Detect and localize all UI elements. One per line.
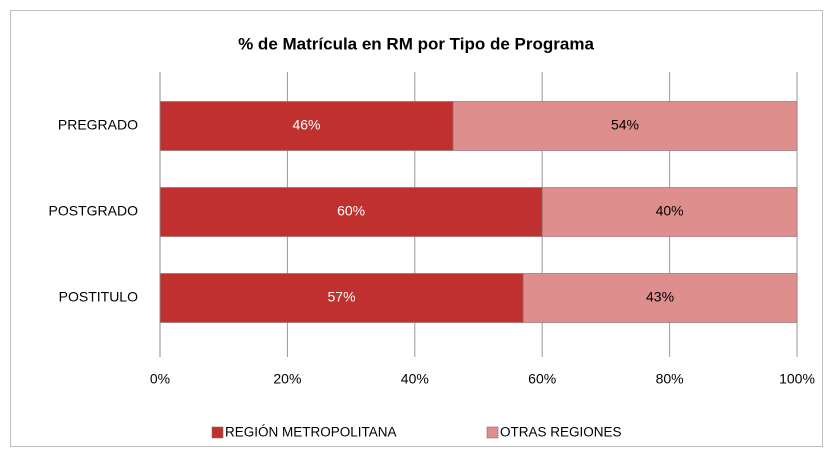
data-label: 60% [337,203,365,219]
chart-title: % de Matrícula en RM por Tipo de Program… [238,34,594,53]
legend-label: OTRAS REGIONES [500,425,622,440]
y-tick-label: PREGRADO [58,117,138,133]
x-tick-label: 100% [779,371,815,387]
legend-swatch [211,426,224,439]
y-tick-label: POSTITULO [59,289,138,305]
y-tick-label: POSTGRADO [49,203,139,219]
data-label: 54% [611,117,639,133]
data-label: 40% [656,203,684,219]
bar [159,273,524,323]
bar [452,101,798,151]
bar [522,273,798,323]
bar [159,187,543,237]
data-label: 46% [292,117,320,133]
data-label: 57% [328,289,356,305]
x-tick-label: 60% [528,371,556,387]
x-tick-label: 20% [273,371,301,387]
legend-swatch [486,426,499,439]
x-tick-label: 80% [656,371,684,387]
legend-label: REGIÓN METROPOLITANA [225,425,397,440]
bar [541,187,798,237]
x-tick-label: 40% [401,371,429,387]
x-tick-label: 0% [150,371,170,387]
data-label: 43% [646,289,674,305]
